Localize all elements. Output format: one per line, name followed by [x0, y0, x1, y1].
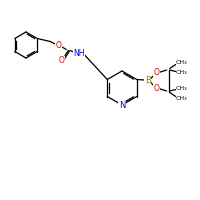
Text: O: O — [55, 41, 61, 50]
Text: CH₃: CH₃ — [176, 86, 188, 91]
Text: O: O — [154, 84, 160, 93]
Text: B: B — [145, 76, 151, 85]
Text: O: O — [58, 56, 64, 65]
Text: NH: NH — [74, 49, 85, 58]
Text: CH₃: CH₃ — [176, 96, 188, 101]
Text: O: O — [154, 68, 160, 77]
Text: N: N — [119, 102, 125, 110]
Text: CH₃: CH₃ — [176, 60, 188, 65]
Text: CH₃: CH₃ — [176, 70, 188, 75]
